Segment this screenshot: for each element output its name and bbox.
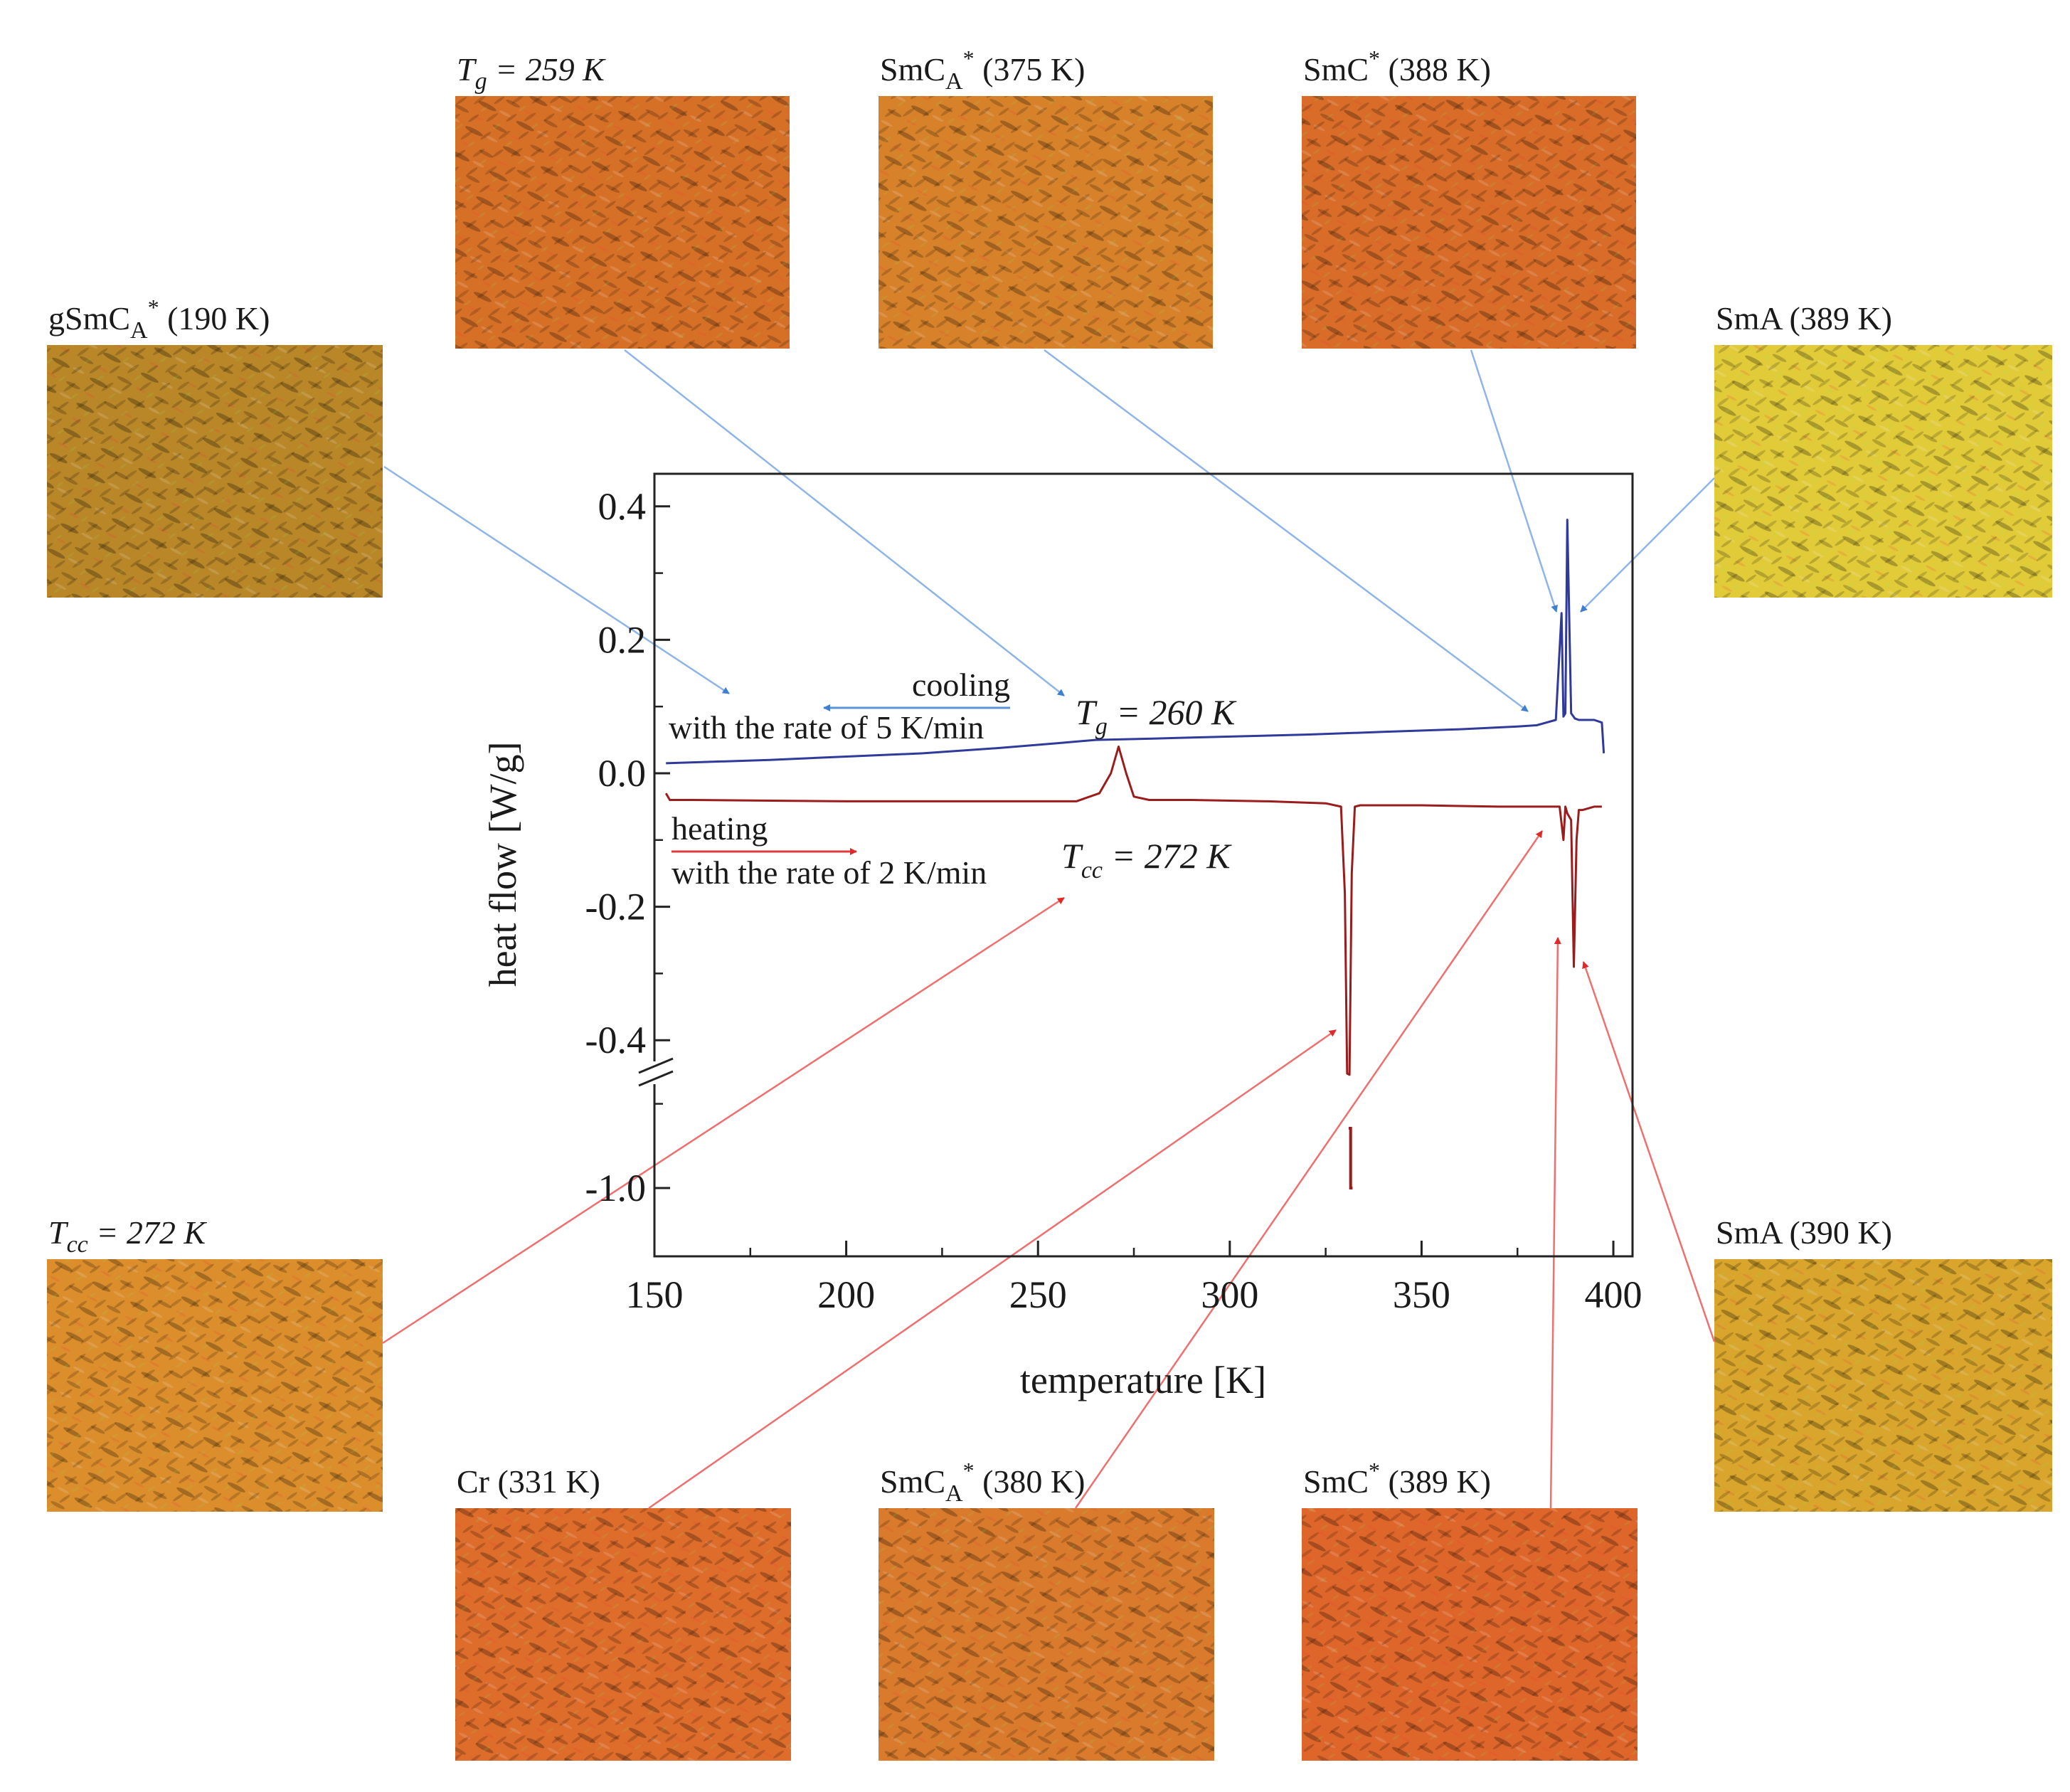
- y-tick-label: 0.0: [598, 752, 647, 795]
- x-tick-label: 200: [817, 1273, 875, 1316]
- micrograph-label: Tg = 259 K: [457, 51, 606, 95]
- micrograph-texture: [1714, 1259, 2052, 1512]
- micrograph-shade: [47, 1259, 383, 1512]
- heating-annotation: heating with the rate of 2 K/min: [672, 810, 987, 891]
- leader-lines: [382, 349, 1716, 1510]
- cooling-leader-arrow: [624, 349, 1065, 696]
- x-tick-label: 300: [1201, 1273, 1258, 1316]
- micrograph-label: SmA (389 K): [1716, 300, 1892, 336]
- micrograph-smca375: SmCA* (375 K): [879, 46, 1213, 349]
- micrograph-shade: [879, 96, 1213, 349]
- axis-break-mark: [638, 1057, 674, 1087]
- series-layer: [664, 519, 1605, 1189]
- micrograph-texture: [1302, 1508, 1638, 1761]
- x-tick-label: 150: [626, 1273, 684, 1316]
- heating-leader-arrow: [382, 896, 1065, 1345]
- micrograph-label: SmA (390 K): [1716, 1214, 1892, 1251]
- micrograph-label: SmCA* (380 K): [880, 1458, 1085, 1507]
- x-tick-label: 400: [1585, 1273, 1642, 1316]
- x-tick-label: 250: [1009, 1273, 1067, 1316]
- micrograph-smc389: SmC* (389 K): [1302, 1458, 1638, 1761]
- tcc-subscript: cc: [1081, 857, 1103, 884]
- y-tick-label: -0.2: [585, 886, 646, 928]
- micrograph-tg259: Tg = 259 K: [455, 51, 790, 349]
- heating-leader-arrow: [1074, 830, 1544, 1509]
- micrograph-texture: [879, 96, 1213, 349]
- micrograph-sma390: SmA (390 K): [1714, 1214, 2052, 1512]
- cooling-leader-arrow: [1044, 349, 1529, 713]
- micrograph-shade: [455, 96, 790, 349]
- y-tick-label: 0.4: [598, 485, 647, 528]
- tcc-value: = 272 K: [1103, 836, 1232, 876]
- tcc-symbol: T: [1061, 836, 1083, 876]
- micrograph-texture: [455, 96, 790, 349]
- micrograph-shade: [1302, 1508, 1638, 1761]
- heating-curve: [664, 746, 1602, 1076]
- micrograph-shade: [455, 1508, 791, 1761]
- micrograph-shade: [47, 345, 383, 598]
- micrograph-label: Cr (331 K): [457, 1463, 600, 1500]
- plot-frame: [653, 472, 1634, 1258]
- y-tick-label: 0.2: [598, 618, 647, 661]
- y-tick-label: -1.0: [585, 1167, 646, 1209]
- x-axis-ticks: 150 200 250 300 350 400: [626, 1241, 1642, 1316]
- micrograph-smca380: SmCA* (380 K): [879, 1458, 1214, 1761]
- micrograph-texture: [1302, 96, 1636, 349]
- micrograph-label: SmC* (388 K): [1303, 46, 1491, 88]
- tg-subscript: g: [1095, 714, 1108, 740]
- micrograph-cr331: Cr (331 K): [455, 1463, 791, 1761]
- micrograph-texture: [47, 345, 383, 598]
- micrograph-sma389: SmA (389 K): [1714, 300, 2052, 598]
- micrograph-label: gSmCA* (190 K): [48, 295, 270, 344]
- micrograph-texture: [879, 1508, 1214, 1761]
- cooling-leader-arrow: [1470, 349, 1558, 613]
- heating-leader-arrow: [1549, 937, 1561, 1509]
- y-axis-ticks: 0.4 0.2 0.0 -0.2 -0.4 -1.0: [585, 485, 670, 1209]
- micrograph-label: SmCA* (375 K): [880, 46, 1085, 95]
- tg-value: = 260 K: [1108, 692, 1237, 732]
- micrograph-tcc272: Tcc = 272 K: [47, 1214, 383, 1512]
- micrograph-texture: [455, 1508, 791, 1761]
- tcc-annotation: Tcc = 272 K: [1061, 836, 1232, 884]
- micrograph-shade: [879, 1508, 1214, 1761]
- micrograph-label: Tcc = 272 K: [48, 1214, 207, 1258]
- cooling-annotation: cooling with the rate of 5 K/min: [669, 667, 1010, 746]
- x-tick-label: 350: [1393, 1273, 1450, 1316]
- heating-leader-arrow: [1582, 961, 1716, 1342]
- heating-rate-label: with the rate of 2 K/min: [672, 854, 987, 891]
- heating-label: heating: [672, 810, 768, 847]
- micrograph-texture: [1714, 345, 2052, 598]
- tg-annotation: Tg = 260 K: [1076, 692, 1237, 740]
- cooling-rate-label: with the rate of 5 K/min: [669, 709, 984, 746]
- micrograph-gsmca190: gSmCA* (190 K): [47, 295, 383, 598]
- micrograph-shade: [1302, 96, 1636, 349]
- y-tick-label: -0.4: [585, 1019, 646, 1061]
- micrograph-texture: [47, 1259, 383, 1512]
- x-axis-label: temperature [K]: [1020, 1359, 1266, 1401]
- y-axis-label: heat flow [W/g]: [482, 742, 524, 987]
- cooling-curve: [666, 519, 1605, 765]
- heating-leader-arrow: [648, 1029, 1337, 1510]
- micrograph-smc388: SmC* (388 K): [1302, 46, 1636, 349]
- micrograph-shade: [1714, 1259, 2052, 1512]
- tg-symbol: T: [1076, 692, 1098, 732]
- dsc-chart: 0.4 0.2 0.0 -0.2 -0.4 -1.0 150 200 250 300 350 400…: [482, 472, 1642, 1401]
- micrograph-label: SmC* (389 K): [1303, 1458, 1491, 1500]
- cooling-leader-arrow: [1580, 477, 1715, 613]
- cooling-leader-arrow: [383, 465, 730, 695]
- cooling-label: cooling: [912, 667, 1010, 703]
- micrograph-shade: [1714, 345, 2052, 598]
- micrograph-panels: Tg = 259 K SmCA* (375 K) SmC* (388 K)gSmCA…: [47, 46, 2052, 1761]
- heating-curve-below-break: [1349, 1127, 1353, 1189]
